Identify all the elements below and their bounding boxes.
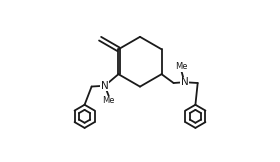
Text: Me: Me	[102, 96, 115, 105]
Text: N: N	[181, 77, 188, 87]
Text: Me: Me	[175, 62, 188, 71]
Text: N: N	[101, 81, 109, 91]
